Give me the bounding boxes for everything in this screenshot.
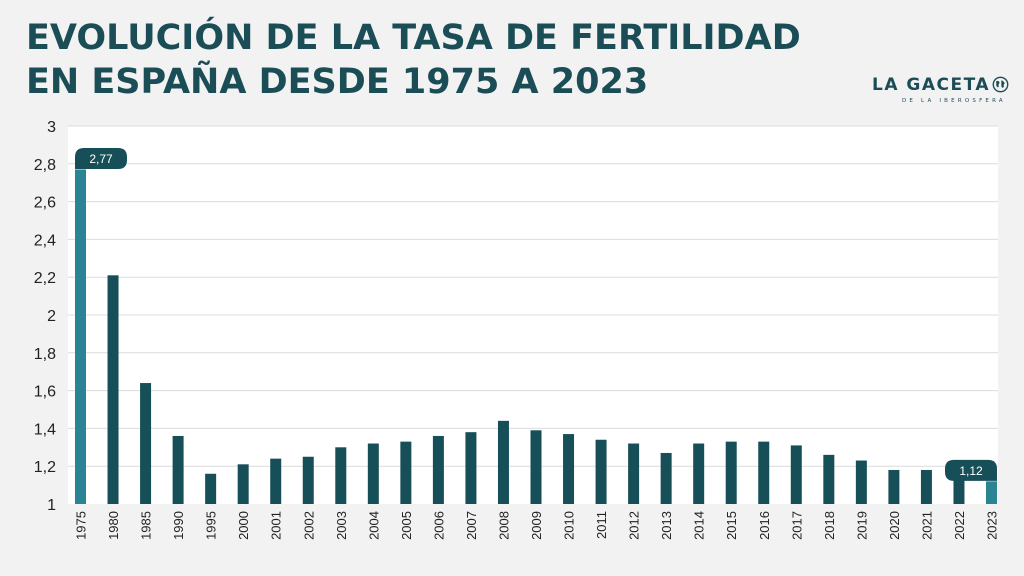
x-tick-label: 2005 bbox=[399, 511, 414, 540]
x-tick-label: 2017 bbox=[789, 511, 804, 540]
x-tick-label: 1980 bbox=[106, 511, 121, 540]
x-tick-label: 2006 bbox=[431, 511, 446, 540]
x-tick-label: 2012 bbox=[627, 511, 642, 540]
chart-title-line-1: EVOLUCIÓN DE LA TASA DE FERTILIDAD bbox=[26, 18, 801, 58]
y-tick-label: 1 bbox=[47, 497, 56, 514]
y-tick-label: 1,2 bbox=[34, 459, 56, 476]
globe-icon bbox=[992, 76, 1009, 98]
y-tick-label: 2,2 bbox=[34, 270, 56, 287]
y-tick-label: 2,6 bbox=[34, 195, 56, 212]
callout-bubble bbox=[75, 147, 127, 169]
x-tick-label: 1985 bbox=[139, 511, 154, 540]
x-tick-label: 2002 bbox=[301, 511, 316, 540]
bar bbox=[497, 420, 509, 504]
bar bbox=[595, 439, 607, 504]
bar bbox=[107, 275, 119, 504]
x-tick-label: 2015 bbox=[724, 511, 739, 540]
x-tick-label: 2001 bbox=[269, 511, 284, 540]
brand-logo: LA GACETA DE LA IBEROSFERA bbox=[872, 75, 1009, 104]
data-callout: 1,12 bbox=[945, 459, 997, 481]
y-tick-label: 2 bbox=[47, 308, 56, 325]
x-tick-label: 2018 bbox=[822, 511, 837, 540]
x-tick-label: 2000 bbox=[236, 511, 251, 540]
x-tick-label: 1995 bbox=[204, 511, 219, 540]
bar bbox=[888, 469, 900, 504]
y-tick-label: 1,8 bbox=[34, 346, 56, 363]
chart-title-line-2: EN ESPAÑA DESDE 1975 A 2023 bbox=[26, 62, 649, 102]
bar bbox=[172, 435, 184, 504]
x-tick-label: 2010 bbox=[562, 511, 577, 540]
bar bbox=[205, 473, 217, 504]
x-tick-label: 2003 bbox=[334, 511, 349, 540]
x-tick-label: 2016 bbox=[757, 511, 772, 540]
bar bbox=[237, 464, 249, 504]
bar bbox=[790, 445, 802, 504]
x-tick-label: 2014 bbox=[692, 511, 707, 540]
data-callout: 2,77 bbox=[75, 147, 127, 169]
x-tick-label: 2021 bbox=[919, 511, 934, 540]
bar bbox=[986, 481, 997, 504]
y-tick-label: 2,8 bbox=[34, 157, 56, 174]
x-tick-label: 2007 bbox=[464, 511, 479, 540]
x-tick-label: 2013 bbox=[659, 511, 674, 540]
x-tick-label: 2011 bbox=[594, 511, 609, 539]
x-tick-label: 2008 bbox=[496, 511, 511, 540]
bar bbox=[693, 443, 705, 504]
y-tick-label: 2,4 bbox=[34, 232, 56, 249]
bar bbox=[367, 443, 379, 504]
bar bbox=[953, 473, 965, 504]
bar bbox=[660, 452, 672, 504]
x-tick-label: 2020 bbox=[887, 511, 902, 540]
y-tick-label: 1,6 bbox=[34, 384, 56, 401]
bar bbox=[432, 435, 444, 504]
bar bbox=[140, 383, 152, 504]
logo-subtitle: DE LA IBEROSFERA bbox=[902, 98, 1006, 104]
x-tick-label: 2019 bbox=[854, 511, 869, 540]
bar bbox=[563, 434, 575, 504]
data-label: 1,12 bbox=[959, 464, 983, 478]
x-tick-label: 2009 bbox=[529, 511, 544, 540]
data-label: 2,77 bbox=[89, 152, 113, 166]
bar bbox=[920, 469, 932, 504]
bar bbox=[758, 441, 770, 504]
logo-text: LA GACETA bbox=[872, 75, 991, 95]
bar bbox=[270, 458, 282, 504]
bar bbox=[75, 169, 86, 504]
x-tick-label: 1990 bbox=[171, 511, 186, 540]
x-tick-label: 1975 bbox=[74, 511, 89, 540]
bar bbox=[465, 432, 477, 504]
callout-bubble bbox=[945, 459, 997, 481]
x-tick-label: 2004 bbox=[366, 511, 381, 540]
x-tick-label: 2023 bbox=[985, 511, 1000, 540]
bar bbox=[302, 456, 314, 504]
x-tick-label: 2022 bbox=[952, 511, 967, 540]
bar bbox=[400, 441, 412, 504]
bar bbox=[725, 441, 737, 504]
bar bbox=[823, 454, 835, 504]
y-tick-label: 1,4 bbox=[34, 421, 56, 438]
bar bbox=[530, 430, 542, 504]
bar bbox=[335, 447, 347, 504]
bar bbox=[628, 443, 640, 504]
chart-title: EVOLUCIÓN DE LA TASA DE FERTILIDAD EN ES… bbox=[26, 16, 801, 104]
y-tick-label: 3 bbox=[47, 119, 56, 136]
bar bbox=[855, 460, 867, 504]
